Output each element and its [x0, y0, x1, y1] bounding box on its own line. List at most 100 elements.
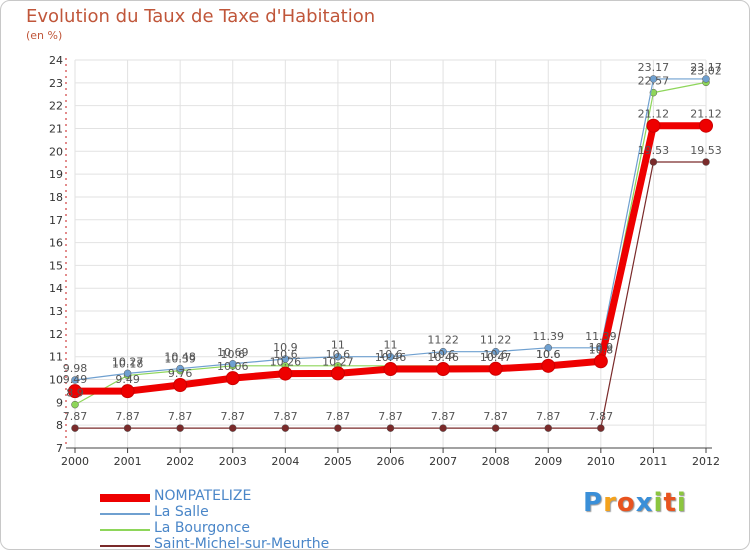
- data-label: 10.27: [322, 355, 354, 368]
- data-label: 11.22: [427, 334, 459, 347]
- data-label: 22.57: [638, 75, 670, 88]
- series-nompatelize: [68, 118, 713, 399]
- legend-swatch-la-salle: [100, 513, 150, 515]
- data-label: 10.6: [221, 348, 246, 361]
- data-label: 10.6: [326, 348, 351, 361]
- data-point: [541, 358, 556, 373]
- data-point: [123, 369, 132, 378]
- data-point: [649, 75, 658, 83]
- data-label: 10.9: [589, 341, 614, 354]
- data-label: 21.12: [690, 108, 722, 121]
- data-label: 10.46: [427, 351, 459, 364]
- data-point: [225, 371, 240, 386]
- x-tick-label: 2003: [219, 455, 247, 468]
- logo-letter: P: [583, 488, 604, 518]
- data-point: [702, 158, 710, 166]
- legend-label-la-bourgonce: La Bourgonce: [154, 520, 251, 536]
- data-point: [439, 347, 447, 356]
- data-point: [330, 366, 345, 381]
- data-label: 10.39: [164, 353, 196, 366]
- series-saint-michel-sur-meurthe: [71, 158, 710, 432]
- data-point: [439, 424, 447, 432]
- legend-label-nompatelize: NOMPATELIZE: [154, 488, 252, 504]
- logo-letter: r: [603, 488, 617, 518]
- data-label: 19.53: [690, 144, 722, 157]
- data-label: 10.6: [536, 348, 561, 361]
- data-label: 8.9: [66, 387, 84, 400]
- data-label: 7.87: [273, 410, 298, 423]
- data-point: [544, 344, 552, 352]
- x-tick-label: 2005: [324, 455, 352, 468]
- logo-letter: i: [676, 488, 687, 518]
- logo-letter: x: [635, 488, 654, 518]
- data-label: 10.8: [589, 343, 614, 356]
- data-label: 7.87: [221, 410, 246, 423]
- data-point: [120, 384, 135, 399]
- y-tick-label: 21: [49, 122, 63, 135]
- data-point: [334, 352, 342, 361]
- data-label: 10.06: [217, 360, 249, 373]
- data-label: 10.47: [480, 351, 512, 364]
- y-tick-label: 22: [49, 100, 63, 113]
- data-label: 10.6: [536, 348, 561, 361]
- data-point: [649, 158, 658, 166]
- data-label: 9.98: [63, 362, 88, 375]
- series-la-salle: [71, 75, 710, 384]
- data-point: [491, 424, 500, 432]
- y-tick-label: 23: [49, 77, 63, 90]
- x-tick-label: 2008: [482, 455, 510, 468]
- y-tick-label: 8: [56, 419, 63, 432]
- data-label: 9.76: [168, 367, 193, 380]
- legend-swatch-saint-michel: [100, 545, 150, 547]
- data-point: [278, 366, 293, 381]
- legend-label-saint-michel: Saint-Michel-sur-Meurthe: [154, 536, 330, 552]
- chart-title: Evolution du Taux de Taxe d'Habitation: [26, 6, 376, 27]
- x-tick-label: 2010: [587, 455, 615, 468]
- x-tick-label: 2006: [377, 455, 405, 468]
- y-tick-label: 16: [49, 237, 63, 250]
- y-tick-label: 12: [49, 328, 63, 341]
- data-point: [491, 347, 500, 356]
- y-tick-label: 19: [49, 168, 63, 181]
- logo-letter: t: [663, 488, 677, 518]
- data-label: 7.87: [378, 410, 403, 423]
- y-tick-label: 9: [56, 396, 63, 409]
- data-point: [173, 378, 188, 393]
- data-label: 10.48: [164, 351, 196, 364]
- data-point: [386, 424, 395, 432]
- data-point: [176, 424, 184, 432]
- data-label: 10.6: [378, 348, 403, 361]
- data-point: [71, 376, 79, 384]
- data-label: 10.9: [273, 341, 298, 354]
- data-label: 7.87: [63, 410, 88, 423]
- y-tick-label: 11: [49, 351, 63, 364]
- data-point: [597, 424, 605, 432]
- legend-swatch-la-bourgonce: [100, 529, 150, 531]
- data-label: 9.49: [115, 373, 140, 386]
- data-label: 10.46: [375, 351, 407, 364]
- data-point: [593, 354, 608, 369]
- data-point: [71, 424, 79, 432]
- data-label: 23.02: [690, 64, 722, 77]
- data-label: 7.87: [431, 410, 456, 423]
- x-tick-label: 2007: [429, 455, 457, 468]
- x-tick-label: 2012: [692, 455, 720, 468]
- data-point: [436, 362, 451, 377]
- y-tick-label: 7: [56, 442, 63, 455]
- unit-label: (en %): [26, 29, 63, 42]
- data-label: 19.53: [638, 144, 670, 157]
- y-tick-label: 10: [49, 374, 63, 387]
- data-point: [229, 360, 237, 368]
- data-label: 11: [331, 339, 345, 352]
- data-label: 23.17: [690, 61, 722, 74]
- x-tick-label: 2004: [271, 455, 299, 468]
- data-label: 7.87: [326, 410, 351, 423]
- data-label: 23.17: [638, 61, 670, 74]
- data-point: [68, 384, 82, 399]
- data-label: 7.87: [168, 410, 193, 423]
- y-tick-label: 13: [49, 305, 63, 318]
- data-point: [176, 364, 184, 373]
- y-tick-label: 20: [49, 145, 63, 158]
- y-tick-label: 17: [49, 214, 63, 227]
